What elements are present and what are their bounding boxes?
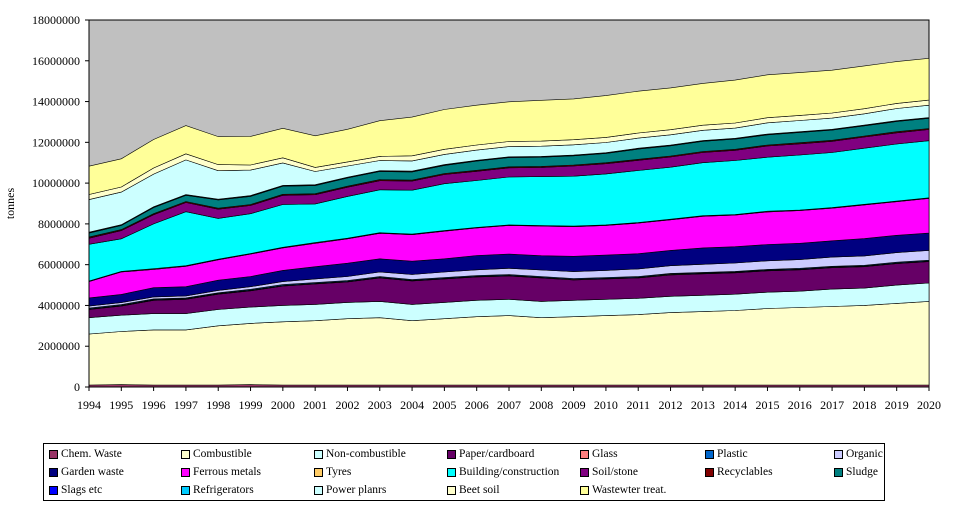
x-tick-label: 2013 <box>691 398 715 412</box>
x-tick-label: 2008 <box>529 398 553 412</box>
y-tick-label: 8000000 <box>38 217 80 231</box>
legend-swatch <box>580 468 589 477</box>
y-tick-label: 12000000 <box>32 135 80 149</box>
x-tick-label: 2020 <box>917 398 941 412</box>
chart-legend: Chem. Waste Combustible Non-combustible Pap… <box>43 443 885 501</box>
legend-swatch <box>447 468 456 477</box>
legend-swatch <box>181 450 190 459</box>
y-tick-label: 6000000 <box>38 258 80 272</box>
x-tick-label: 1995 <box>109 398 133 412</box>
legend-swatch <box>314 486 323 495</box>
legend-label: Building/construction <box>459 466 560 478</box>
legend-label: Tyres <box>326 466 352 478</box>
legend-swatch <box>834 468 843 477</box>
x-tick-label: 2016 <box>788 398 812 412</box>
x-axis: 1994 1995 1996 1997 1998 1999 2000 2001 2002 2003… <box>77 386 941 412</box>
legend-swatch <box>447 486 456 495</box>
x-tick-label: 1999 <box>239 398 263 412</box>
x-tick-label: 1997 <box>174 398 198 412</box>
legend-label: Plastic <box>717 448 748 460</box>
legend-label: Garden waste <box>61 466 124 478</box>
y-tick-label: 18000000 <box>32 13 80 27</box>
y-tick-label: 16000000 <box>32 54 80 68</box>
x-tick-label: 2015 <box>755 398 779 412</box>
x-tick-label: 1998 <box>206 398 230 412</box>
x-tick-label: 2007 <box>497 398 521 412</box>
y-tick-label: 14000000 <box>32 95 80 109</box>
legend-label: Sludge <box>846 466 878 478</box>
x-tick-label: 2004 <box>400 398 424 412</box>
legend-label: Organic <box>846 448 883 460</box>
x-tick-label: 2006 <box>465 398 489 412</box>
legend-swatch <box>314 450 323 459</box>
x-tick-label: 1996 <box>142 398 166 412</box>
legend-label: Beet soil <box>459 484 500 496</box>
x-tick-label: 2014 <box>723 398 747 412</box>
y-tick-label: 10000000 <box>32 176 80 190</box>
x-tick-label: 2017 <box>820 398 844 412</box>
legend-swatch <box>834 450 843 459</box>
legend-label: Combustible <box>193 448 252 460</box>
y-axis-label: tonnes <box>3 188 17 220</box>
x-tick-label: 1994 <box>77 398 101 412</box>
legend-swatch <box>705 450 714 459</box>
y-tick-label: 0 <box>74 380 80 394</box>
x-tick-label: 2011 <box>626 398 650 412</box>
legend-label: Wastewter treat. <box>592 484 667 496</box>
x-tick-label: 2000 <box>271 398 295 412</box>
legend-swatch <box>580 450 589 459</box>
x-tick-label: 2001 <box>303 398 327 412</box>
legend-swatch <box>447 450 456 459</box>
x-tick-label: 2018 <box>852 398 876 412</box>
x-tick-label: 2009 <box>562 398 586 412</box>
legend-label: Glass <box>592 448 618 460</box>
legend-swatch <box>314 468 323 477</box>
legend-label: Soil/stone <box>592 466 639 478</box>
legend-label: Refrigerators <box>193 484 254 496</box>
y-tick-label: 4000000 <box>38 298 80 312</box>
x-tick-label: 2010 <box>594 398 618 412</box>
legend-swatch <box>49 486 58 495</box>
stacked-area-chart: 0 2000000 4000000 6000000 8000000 10000000 120… <box>3 13 941 412</box>
legend-swatch <box>181 468 190 477</box>
legend-label: Ferrous metals <box>193 466 262 478</box>
legend-swatch <box>49 450 58 459</box>
legend-label: Slags etc <box>61 484 103 496</box>
legend-label: Recyclables <box>717 466 773 478</box>
x-tick-label: 2005 <box>432 398 456 412</box>
legend-swatch <box>705 468 714 477</box>
legend-swatch <box>181 486 190 495</box>
legend-swatch <box>49 468 58 477</box>
legend-label: Non-combustible <box>326 448 406 460</box>
x-tick-label: 2019 <box>885 398 909 412</box>
area-series-wastewter-treat <box>88 57 930 195</box>
x-tick-label: 2012 <box>659 398 683 412</box>
area-series-group <box>88 57 930 388</box>
legend-label: Paper/cardboard <box>459 448 535 460</box>
legend-swatch <box>580 486 589 495</box>
x-tick-label: 2003 <box>368 398 392 412</box>
legend-label: Chem. Waste <box>61 448 122 460</box>
x-tick-label: 2002 <box>335 398 359 412</box>
legend-label: Power planrs <box>326 484 387 496</box>
y-axis: 0 2000000 4000000 6000000 8000000 10000000 120… <box>32 13 90 394</box>
y-tick-label: 2000000 <box>38 339 80 353</box>
